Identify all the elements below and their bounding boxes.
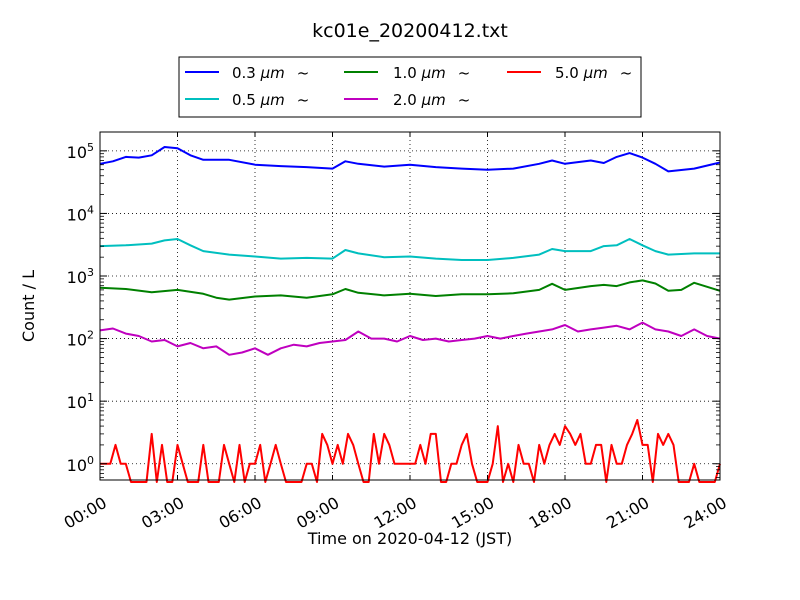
legend-box	[178, 56, 642, 118]
legend-suffix: ~	[458, 91, 471, 109]
legend-label: 0.5 μm ~	[232, 91, 309, 109]
y-tick-label: 101	[67, 391, 94, 412]
series-layer	[99, 146, 721, 483]
legend-entry-0.3um: 0.3 μm ~	[185, 64, 309, 82]
legend-unit: μm	[421, 64, 446, 82]
legend-suffix: ~	[620, 64, 633, 82]
series-line	[99, 279, 721, 301]
chart-title: kc01e_20200412.txt	[312, 20, 508, 42]
legend-label: 2.0 μm ~	[393, 91, 470, 109]
legend-size: 0.5	[232, 91, 256, 109]
legend-size: 0.3	[232, 64, 256, 82]
legend-entry-2.0um: 2.0 μm ~	[344, 91, 470, 109]
legend-label: 5.0 μm ~	[555, 64, 632, 82]
legend-size: 2.0	[393, 91, 417, 109]
legend-entry-5.0um: 5.0 μm ~	[507, 64, 632, 82]
legend-unit: μm	[421, 91, 446, 109]
legend-size: 5.0	[555, 64, 579, 82]
legend-suffix: ~	[297, 91, 310, 109]
y-tick-label: 103	[67, 266, 94, 287]
legend-unit: μm	[260, 64, 285, 82]
plot-frame	[99, 131, 721, 481]
legend-suffix: ~	[458, 64, 471, 82]
legend-entry-0.5um: 0.5 μm ~	[185, 91, 309, 109]
y-tick-label: 102	[67, 329, 94, 350]
y-tick-label: 105	[67, 141, 94, 162]
legend-size: 1.0	[393, 64, 417, 82]
legend-suffix: ~	[297, 64, 310, 82]
series-line	[99, 146, 721, 173]
y-axis-label: Count / L	[19, 270, 38, 342]
legend-unit: μm	[583, 64, 608, 82]
x-axis-label: Time on 2020-04-12 (JST)	[307, 529, 512, 548]
legend-unit: μm	[260, 91, 285, 109]
legend-label: 0.3 μm ~	[232, 64, 309, 82]
legend-entry-1.0um: 1.0 μm ~	[344, 64, 470, 82]
legend: 0.3 μm ~ 1.0 μm ~ 5.0 μm ~ 0.5 μm ~ 2.0 μm ~	[178, 56, 642, 118]
y-tick-label: 100	[67, 454, 94, 475]
legend-label: 1.0 μm ~	[393, 64, 470, 82]
series-line	[100, 419, 721, 483]
series-line	[99, 238, 720, 261]
series-line	[99, 321, 721, 356]
y-tick-label: 104	[67, 203, 94, 224]
